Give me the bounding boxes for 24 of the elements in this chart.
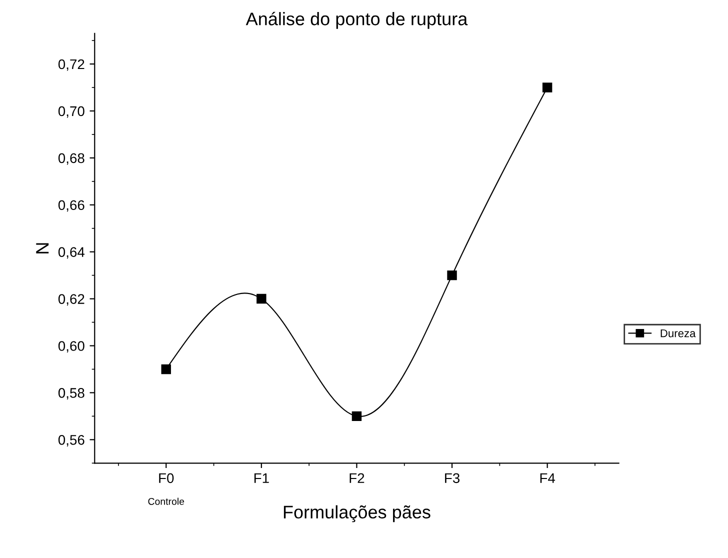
point [542,82,552,92]
point [447,270,457,280]
x-tick-label: F4 [540,473,556,483]
chart-title: Análise do ponto de ruptura [246,12,468,29]
text: Controle [148,498,184,505]
y-tick-label: 0,58 [58,388,84,400]
point [352,411,362,422]
x-axis-title: Formulações pães [284,505,430,522]
y-tick-label: 0,62 [58,294,84,306]
y-tick-label: 0,70 [58,106,84,118]
y-tick-label: 0,72 [58,59,84,71]
x-tick-label: F1 [254,473,269,483]
legend-label: Dureza [660,329,696,338]
point [161,364,171,374]
x-tick-label: F0 [159,473,174,484]
y-tick-label: 0,68 [58,153,84,165]
y-tick-label: 0,60 [58,341,84,353]
point [256,294,266,304]
y-tick-label: 0,56 [58,434,84,446]
y-axis-title: N [36,243,49,254]
x-tick-label: F3 [445,473,460,484]
y-tick-label: 0,64 [58,247,85,259]
x-tick-label: F2 [350,473,364,483]
y-tick-label: 0,66 [58,200,84,212]
